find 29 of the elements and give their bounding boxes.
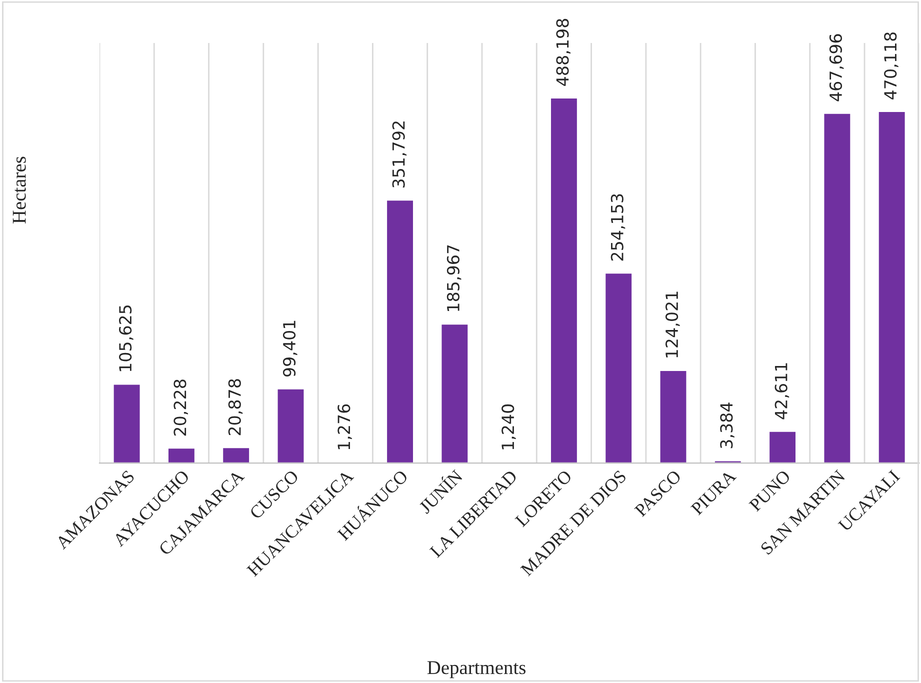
bar (222, 446, 250, 464)
data-label: 124,021 (665, 292, 680, 358)
data-label: 99,401 (282, 320, 298, 377)
data-label: 488,198 (556, 18, 570, 86)
bar (658, 370, 688, 464)
bar (112, 383, 142, 464)
data-label: 1,276 (338, 404, 352, 450)
bar (386, 199, 414, 464)
bar (440, 323, 470, 464)
data-label: 254,153 (610, 194, 626, 261)
y-axis-title: Hectares (12, 156, 26, 224)
data-label: 20,878 (228, 379, 243, 436)
data-label: 105,625 (119, 305, 134, 372)
data-label: 351,792 (392, 122, 407, 188)
x-axis-title: Departments (427, 661, 526, 678)
bar (822, 112, 852, 464)
data-label: 20,228 (174, 380, 188, 436)
data-label: 470,118 (884, 32, 898, 100)
bar (877, 110, 906, 464)
bar (604, 272, 633, 464)
data-label: 467,696 (829, 34, 844, 102)
data-label: 3,384 (720, 402, 734, 448)
data-label: 42,611 (774, 363, 790, 420)
bar (167, 447, 196, 464)
bar (768, 430, 797, 464)
bar (276, 388, 306, 464)
data-label: 185,967 (446, 245, 462, 311)
data-label: 1,240 (502, 404, 516, 450)
bar (550, 97, 578, 464)
